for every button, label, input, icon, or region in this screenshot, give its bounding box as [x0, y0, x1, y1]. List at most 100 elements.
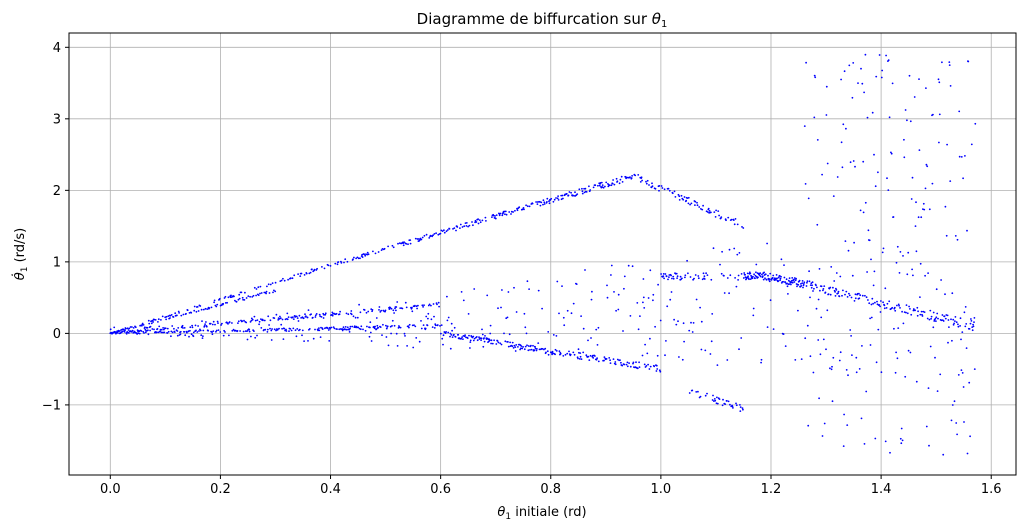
data-point — [697, 277, 700, 280]
data-point — [189, 326, 192, 329]
data-point — [786, 285, 789, 288]
data-point — [195, 329, 197, 332]
data-point — [251, 318, 254, 321]
data-point — [455, 229, 457, 232]
data-point — [443, 229, 445, 232]
data-point — [959, 325, 961, 327]
data-point — [886, 302, 889, 305]
data-point — [725, 219, 727, 222]
data-point — [382, 323, 384, 326]
data-point — [929, 345, 932, 348]
data-point — [528, 205, 531, 208]
data-point — [918, 149, 921, 152]
data-point — [601, 184, 604, 187]
data-point — [956, 238, 959, 241]
data-point — [495, 343, 498, 345]
data-point — [637, 328, 640, 331]
data-point — [295, 315, 298, 318]
data-point — [260, 318, 262, 320]
data-point — [414, 304, 416, 307]
data-point — [450, 322, 453, 325]
data-point — [391, 244, 394, 247]
data-point — [858, 368, 861, 370]
data-point — [525, 332, 528, 335]
data-point — [877, 171, 879, 174]
data-point — [645, 182, 648, 185]
data-point — [935, 320, 937, 322]
data-point — [164, 327, 167, 330]
data-point — [449, 347, 452, 350]
data-point — [807, 424, 810, 427]
data-point — [919, 262, 922, 265]
data-point — [708, 210, 711, 212]
data-point — [286, 312, 289, 315]
data-point — [254, 336, 257, 339]
data-point — [248, 330, 251, 333]
data-point — [327, 327, 329, 330]
data-point — [843, 413, 845, 416]
data-point — [743, 272, 746, 274]
data-point — [876, 300, 878, 303]
data-point — [841, 166, 844, 169]
data-point — [793, 281, 796, 283]
data-point — [791, 277, 794, 279]
data-point — [813, 74, 816, 77]
data-point — [584, 187, 587, 190]
x-tick-label: 1.2 — [761, 482, 782, 497]
data-point — [686, 259, 688, 262]
data-point — [930, 315, 933, 318]
data-point — [801, 282, 804, 284]
data-point — [803, 125, 806, 127]
data-point — [274, 281, 277, 284]
data-point — [477, 222, 480, 225]
data-point — [557, 195, 559, 198]
data-point — [934, 356, 936, 359]
data-point — [655, 364, 658, 367]
data-point — [779, 277, 782, 280]
data-point — [122, 328, 125, 331]
data-point — [903, 156, 906, 159]
data-point — [831, 400, 834, 403]
data-point — [822, 338, 825, 341]
data-point — [638, 366, 641, 368]
data-point — [955, 321, 958, 324]
data-point — [718, 398, 721, 400]
data-point — [665, 275, 668, 278]
data-point — [807, 197, 810, 200]
data-point — [449, 332, 452, 335]
data-point — [902, 255, 904, 257]
data-point — [505, 317, 508, 320]
data-point — [554, 353, 556, 356]
data-point — [726, 359, 729, 361]
data-point — [473, 337, 476, 340]
data-point — [405, 306, 408, 309]
data-point — [197, 325, 200, 327]
data-point — [684, 274, 687, 277]
data-point — [481, 328, 483, 331]
data-point — [224, 331, 226, 333]
data-point — [926, 317, 929, 320]
data-point — [412, 346, 415, 349]
data-point — [380, 309, 383, 312]
data-point — [467, 313, 470, 315]
data-point — [677, 320, 679, 323]
data-point — [864, 53, 867, 56]
data-point — [900, 442, 903, 445]
data-point — [631, 265, 634, 268]
data-point — [716, 396, 718, 399]
data-point — [768, 280, 771, 283]
data-point — [963, 311, 966, 314]
data-point — [970, 143, 973, 146]
data-point — [849, 161, 852, 164]
data-point — [619, 178, 622, 181]
data-point — [324, 312, 327, 315]
data-point — [910, 313, 913, 316]
data-point — [469, 347, 471, 349]
data-point — [310, 313, 312, 316]
data-point — [873, 153, 875, 156]
data-point — [375, 317, 378, 319]
data-point — [440, 324, 443, 326]
data-point — [483, 340, 486, 343]
data-point — [329, 265, 332, 267]
data-point — [844, 240, 847, 243]
